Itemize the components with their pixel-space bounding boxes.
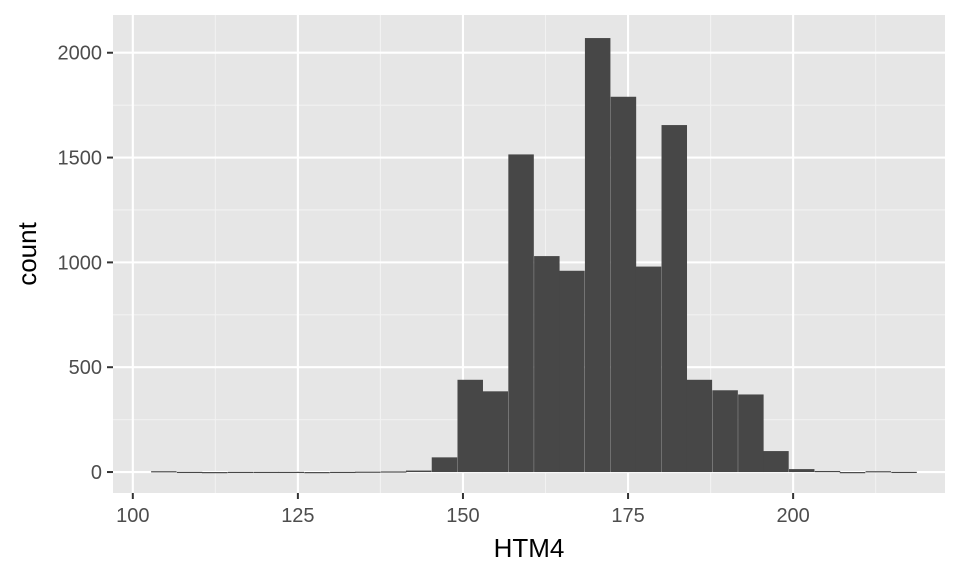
- histogram-bar: [559, 270, 585, 473]
- histogram-bar: [380, 471, 407, 473]
- y-tick-label: 2000: [58, 43, 103, 65]
- histogram-bar: [304, 472, 330, 474]
- histogram-bar: [534, 256, 560, 473]
- y-tick-label: 1500: [58, 148, 103, 170]
- histogram-bar: [355, 471, 381, 473]
- x-axis-title: HTM4: [494, 533, 565, 563]
- histogram-bar: [253, 471, 279, 474]
- histogram-bar: [151, 471, 177, 473]
- histogram-bar: [457, 379, 483, 473]
- histogram-bar: [227, 471, 254, 474]
- y-tick-label: 1000: [58, 252, 103, 274]
- histogram-bar: [635, 266, 662, 473]
- histogram-bar: [610, 96, 637, 473]
- histogram-bar: [482, 391, 509, 473]
- histogram-bar: [661, 125, 688, 473]
- histogram-bar: [508, 154, 534, 473]
- x-tick-label: 100: [116, 505, 149, 527]
- histogram-bar: [891, 471, 917, 474]
- histogram-bar: [201, 472, 228, 474]
- x-tick-label: 175: [611, 505, 644, 527]
- histogram-bars: [151, 38, 917, 474]
- histogram-bar: [788, 469, 815, 473]
- histogram-bar: [330, 471, 356, 474]
- y-axis-title: count: [12, 221, 42, 285]
- histogram-bar: [865, 471, 892, 473]
- histogram-bar: [584, 38, 611, 473]
- histogram-bar: [176, 471, 203, 474]
- histogram-bar: [738, 394, 764, 473]
- histogram-bar: [278, 471, 305, 474]
- histogram-bar: [405, 470, 432, 473]
- y-tick-label: 0: [91, 462, 102, 484]
- y-tick-label: 500: [69, 357, 102, 379]
- x-tick-label: 150: [446, 505, 479, 527]
- x-tick-label: 125: [281, 505, 314, 527]
- histogram-bar: [814, 470, 841, 473]
- x-axis: 100 125 150 175 200: [116, 493, 810, 527]
- histogram-bar: [839, 472, 866, 474]
- histogram-bar: [712, 390, 738, 473]
- histogram-bar: [686, 379, 713, 473]
- histogram-bar: [431, 457, 458, 473]
- x-tick-label: 200: [776, 505, 809, 527]
- histogram-bar: [763, 451, 789, 473]
- y-axis: 0 500 1000 1500 2000: [58, 43, 113, 484]
